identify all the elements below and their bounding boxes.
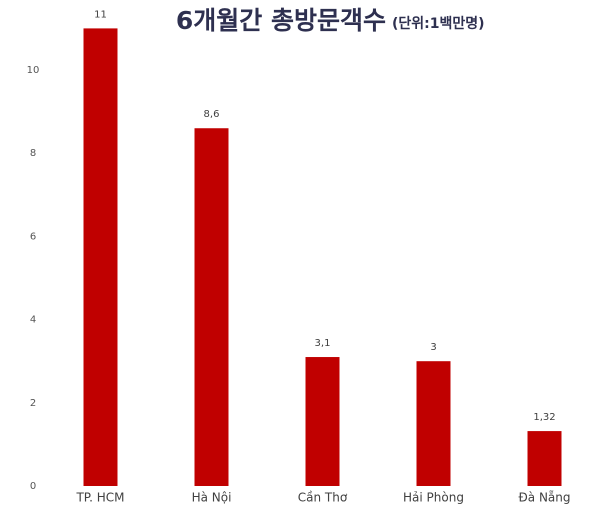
bar: [305, 357, 340, 486]
y-tick-label: 4: [30, 315, 36, 326]
y-tick-label: 8: [30, 148, 36, 159]
value-label: 11: [94, 9, 107, 20]
bar: [527, 431, 562, 486]
bar: [83, 28, 118, 487]
y-tick-label: 2: [30, 398, 36, 409]
value-label: 3,1: [315, 338, 331, 349]
x-tick-label: Hải Phòng: [403, 491, 464, 505]
chart-subtitle: (단위:1백만명): [392, 15, 485, 32]
bar: [416, 361, 451, 486]
x-tick-label: Hà Nội: [192, 491, 232, 505]
x-tick-label: Đà Nẵng: [518, 491, 570, 505]
value-label: 8,6: [204, 109, 220, 120]
x-tick-label: TP. HCM: [75, 491, 124, 505]
chart-title: 6개월간 총방문객수: [176, 6, 386, 35]
y-tick-label: 10: [27, 65, 40, 76]
value-label: 3: [430, 342, 436, 353]
y-tick-label: 6: [30, 231, 36, 242]
bar: [194, 128, 229, 487]
x-tick-label: Cần Thơ: [298, 491, 348, 505]
y-tick-label: 0: [30, 481, 36, 492]
value-label: 1,32: [533, 412, 555, 423]
